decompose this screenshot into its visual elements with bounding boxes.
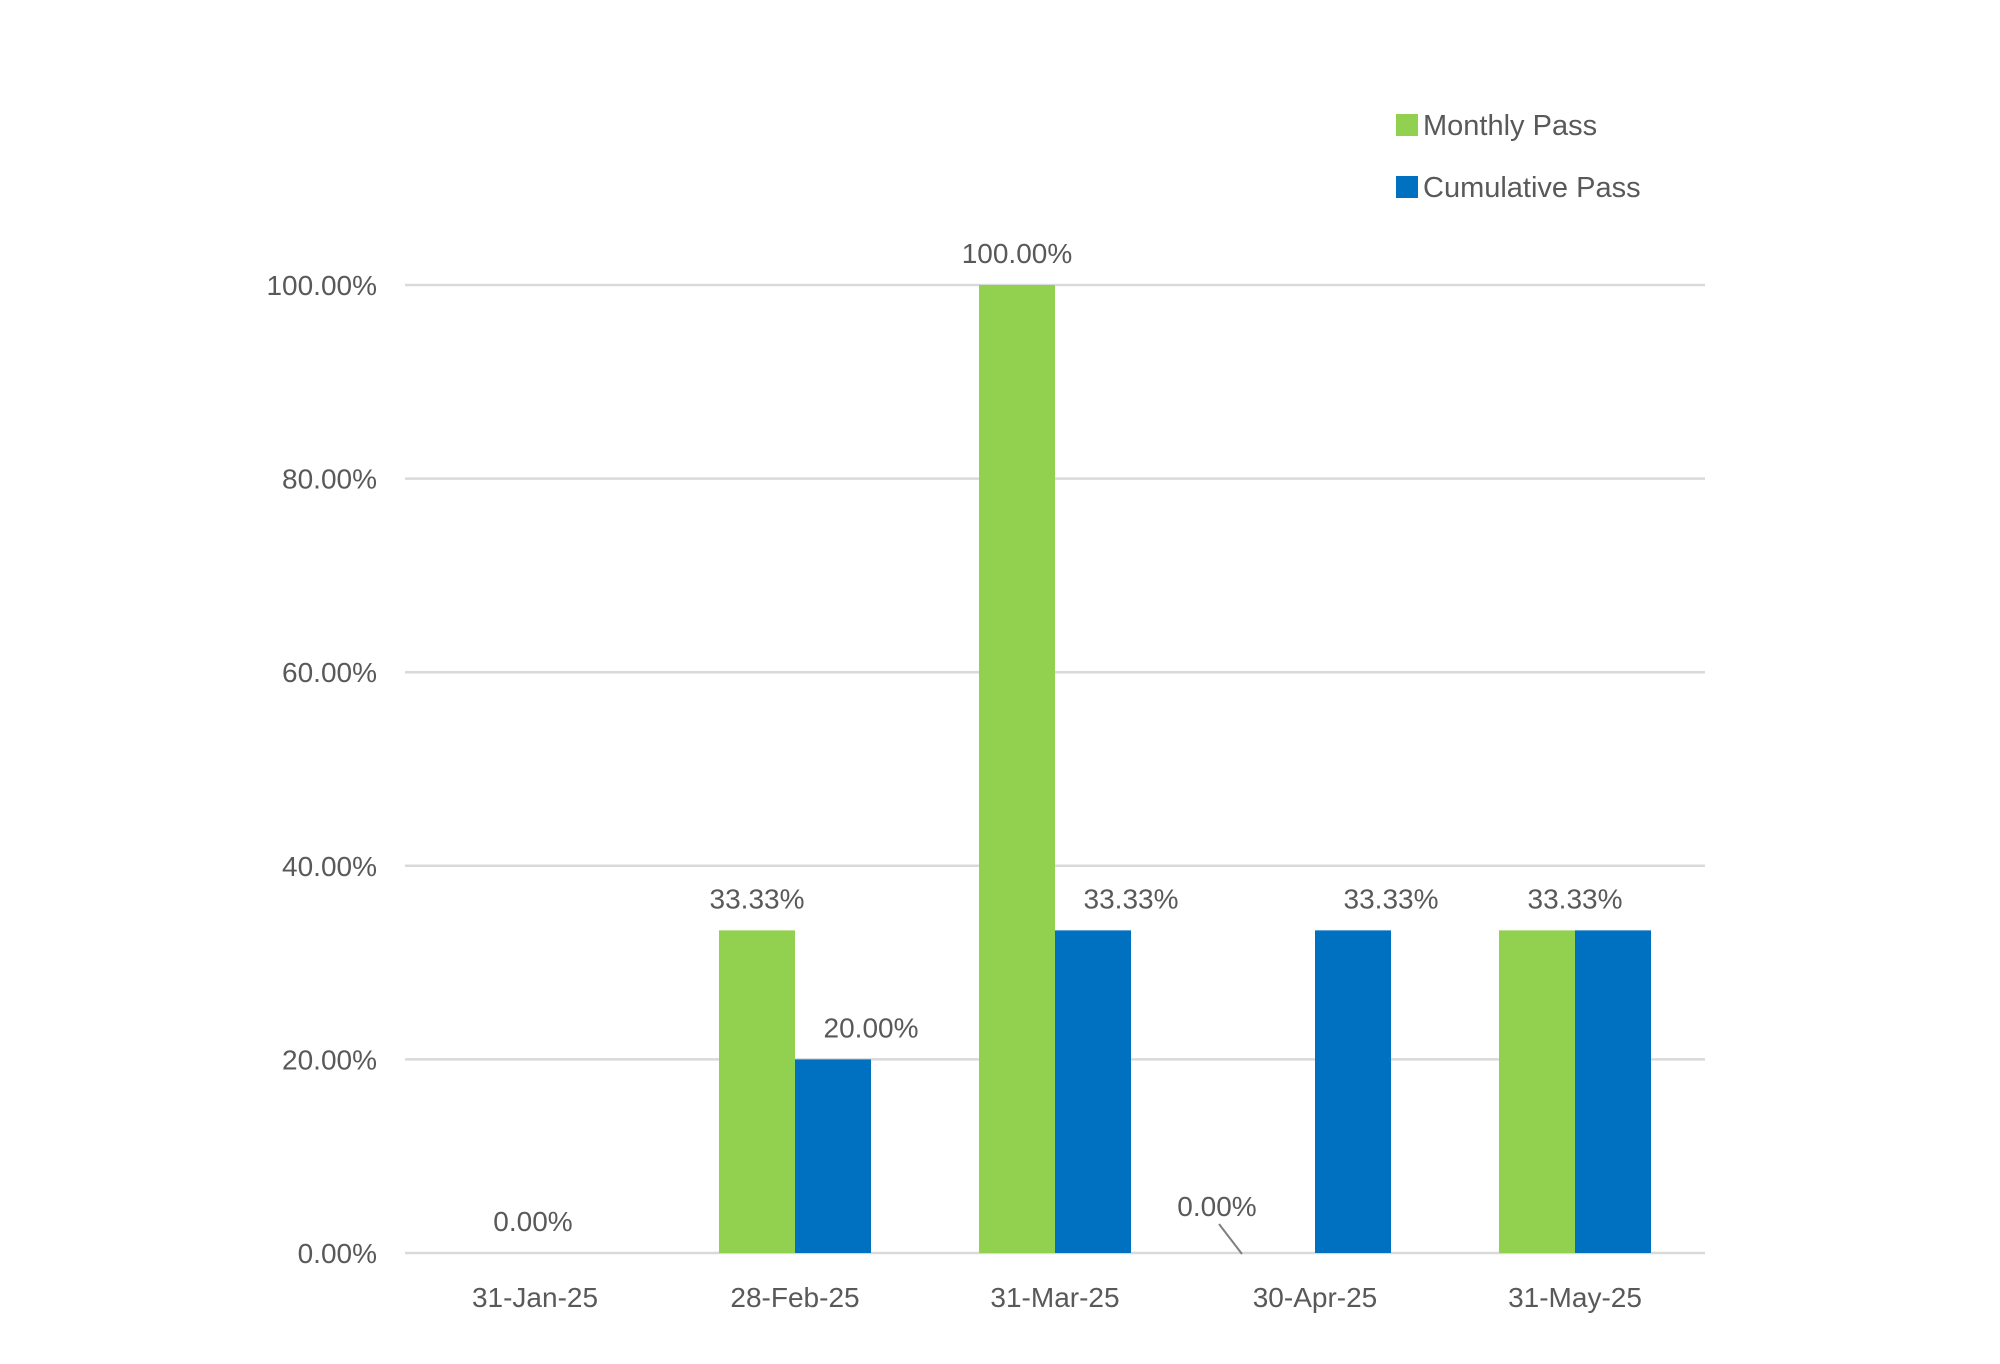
bar xyxy=(795,1059,871,1253)
legend-label: Cumulative Pass xyxy=(1423,172,1641,204)
bar xyxy=(979,285,1055,1253)
bar xyxy=(1499,930,1575,1253)
x-tick-label: 31-Mar-25 xyxy=(990,1282,1119,1313)
data-label: 33.33% xyxy=(710,883,805,914)
legend-swatch xyxy=(1396,176,1418,198)
y-axis-tick-labels: 0.00% 20.00% 40.00% 60.00% 80.00% 100.00% xyxy=(266,270,377,1269)
data-label: 33.33% xyxy=(1528,883,1623,914)
bar xyxy=(1055,930,1131,1253)
y-tick-label: 60.00% xyxy=(282,657,377,688)
data-label-leader-line xyxy=(1218,1223,1243,1255)
x-tick-label: 31-Jan-25 xyxy=(472,1282,598,1313)
y-tick-label: 80.00% xyxy=(282,464,377,495)
x-axis-tick-labels: 31-Jan-25 28-Feb-25 31-Mar-25 30-Apr-25 31-M… xyxy=(472,1282,1642,1313)
legend: Monthly Pass Cumulative Pass xyxy=(1396,110,1641,204)
x-tick-label: 30-Apr-25 xyxy=(1253,1282,1378,1313)
x-tick-label: 28-Feb-25 xyxy=(730,1282,859,1313)
y-tick-label: 20.00% xyxy=(282,1044,377,1075)
data-label: 33.33% xyxy=(1344,883,1439,914)
bar xyxy=(1575,930,1651,1253)
data-label: 20.00% xyxy=(824,1012,919,1043)
bar xyxy=(719,930,795,1253)
data-label: 0.00% xyxy=(493,1206,572,1237)
bar xyxy=(1315,930,1391,1253)
y-tick-label: 0.00% xyxy=(298,1238,377,1269)
data-label: 0.00% xyxy=(1177,1191,1256,1222)
legend-label: Monthly Pass xyxy=(1423,110,1597,142)
x-tick-label: 31-May-25 xyxy=(1508,1282,1642,1313)
y-tick-label: 100.00% xyxy=(266,270,377,301)
legend-swatch xyxy=(1396,114,1418,136)
data-label: 33.33% xyxy=(1084,883,1179,914)
data-labels: 0.00% 33.33% 100.00% 0.00% 33.33% 20.00% 33.33… xyxy=(493,238,1623,1255)
data-label: 100.00% xyxy=(962,238,1073,269)
y-tick-label: 40.00% xyxy=(282,851,377,882)
bars xyxy=(719,285,1651,1253)
